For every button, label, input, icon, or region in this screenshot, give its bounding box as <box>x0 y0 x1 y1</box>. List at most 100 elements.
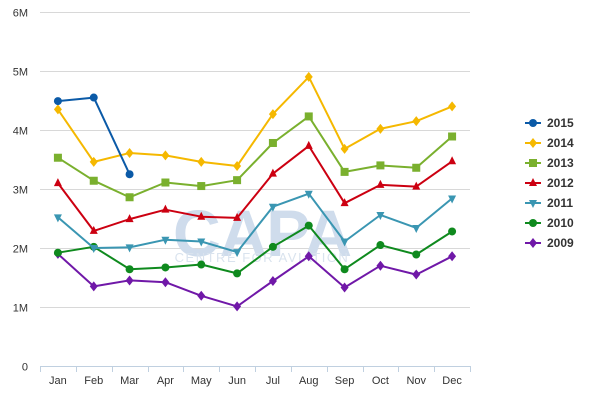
series-group <box>53 71 457 312</box>
data-point-2011 <box>233 249 242 258</box>
data-point-2013 <box>161 178 170 187</box>
data-point-2013 <box>125 193 134 202</box>
series-line-2013 <box>57 115 453 199</box>
legend-item-2012: 2012 <box>525 176 574 190</box>
data-point-2015 <box>125 170 134 179</box>
data-point-2012 <box>304 140 313 149</box>
data-point-2011 <box>89 245 98 253</box>
data-point-2011 <box>448 195 457 204</box>
data-point-2012 <box>340 198 349 207</box>
data-point-2011 <box>53 214 62 223</box>
data-point-2010 <box>161 263 170 272</box>
x-tick-label: Oct <box>372 375 389 387</box>
data-point-2009 <box>268 276 277 287</box>
data-point-2010 <box>233 269 242 278</box>
data-point-2013 <box>53 153 62 162</box>
x-tick-label: Jul <box>266 375 280 387</box>
data-point-2014 <box>448 101 457 112</box>
y-tick-label: 1M <box>13 303 28 315</box>
data-point-2010 <box>197 260 206 269</box>
data-point-2014 <box>233 160 242 171</box>
series-line-2011 <box>57 192 453 254</box>
data-point-2013 <box>268 138 277 147</box>
data-point-2014 <box>376 123 385 134</box>
data-point-2014 <box>412 116 421 127</box>
y-tick-label: 6M <box>13 8 28 20</box>
legend-label: 2014 <box>547 136 574 150</box>
series-line-2010 <box>57 224 453 275</box>
legend-item-2010: 2010 <box>525 216 574 230</box>
data-point-2010 <box>412 250 421 259</box>
data-point-2013 <box>340 167 349 176</box>
series-line-2014 <box>57 75 453 167</box>
legend-marker <box>529 178 537 186</box>
x-tick-label: Jun <box>228 375 246 387</box>
data-point-2011 <box>376 211 385 220</box>
x-tick-label: Mar <box>120 375 139 387</box>
legend: 2015 2014 2013 2012 2011 2010 2009 <box>525 116 574 250</box>
data-point-2013 <box>89 176 98 185</box>
data-point-2009 <box>304 251 313 262</box>
x-tick-label: May <box>191 375 212 387</box>
data-point-2015 <box>53 97 62 106</box>
x-tick-label: Aug <box>299 375 319 387</box>
data-point-2012 <box>197 211 206 220</box>
data-point-2009 <box>376 260 385 271</box>
data-point-2009 <box>340 282 349 293</box>
data-point-2010 <box>448 227 457 236</box>
y-tick-label: 0 <box>22 362 28 374</box>
data-point-2012 <box>161 204 170 213</box>
data-point-2013 <box>448 132 457 141</box>
data-point-2012 <box>53 178 62 187</box>
x-tick-label: Dec <box>442 375 462 387</box>
x-tick-label: Sep <box>335 375 355 387</box>
legend-label: 2015 <box>547 116 574 130</box>
data-point-2011 <box>125 244 134 253</box>
legend-label: 2012 <box>547 176 574 190</box>
data-point-2014 <box>125 148 134 159</box>
data-point-2014 <box>197 156 206 167</box>
legend-marker <box>529 138 537 148</box>
legend-item-2009: 2009 <box>525 236 574 250</box>
legend-marker <box>529 119 537 127</box>
y-tick-label: 4M <box>13 126 28 138</box>
data-point-2011 <box>412 224 421 233</box>
data-point-2014 <box>53 104 62 115</box>
legend-label: 2013 <box>547 156 574 170</box>
data-point-2013 <box>376 161 385 170</box>
y-tick-label: 2M <box>13 244 28 256</box>
data-point-2009 <box>412 269 421 280</box>
x-tick-label: Apr <box>157 375 174 387</box>
data-point-2014 <box>304 71 313 82</box>
data-point-2014 <box>340 143 349 154</box>
data-point-2014 <box>268 109 277 120</box>
data-point-2011 <box>197 238 206 247</box>
legend-item-2013: 2013 <box>525 156 574 170</box>
data-point-2009 <box>233 301 242 312</box>
data-point-2012 <box>268 168 277 177</box>
data-point-2012 <box>376 179 385 188</box>
series-2015 <box>53 93 134 179</box>
data-point-2010 <box>340 265 349 274</box>
data-point-2009 <box>125 275 134 286</box>
x-tick-label: Feb <box>84 375 103 387</box>
data-point-2011 <box>161 236 170 245</box>
watermark-logo: CAPA CENTRE FOR AVIATION <box>173 196 352 270</box>
data-point-2012 <box>412 181 421 190</box>
series-line-2012 <box>57 144 453 232</box>
data-point-2010 <box>125 265 134 274</box>
data-point-2010 <box>268 242 277 251</box>
data-point-2009 <box>161 277 170 288</box>
data-point-2009 <box>197 290 206 301</box>
series-2010 <box>53 221 457 278</box>
data-point-2014 <box>89 156 98 167</box>
data-point-2009 <box>89 281 98 292</box>
legend-label: 2009 <box>547 236 574 250</box>
data-point-2013 <box>197 182 206 191</box>
x-tick-label: Jan <box>49 375 67 387</box>
series-line-2009 <box>57 253 453 308</box>
data-point-2009 <box>448 251 457 262</box>
watermark-sub-text: CENTRE FOR AVIATION <box>175 250 350 265</box>
series-2011 <box>53 190 457 258</box>
